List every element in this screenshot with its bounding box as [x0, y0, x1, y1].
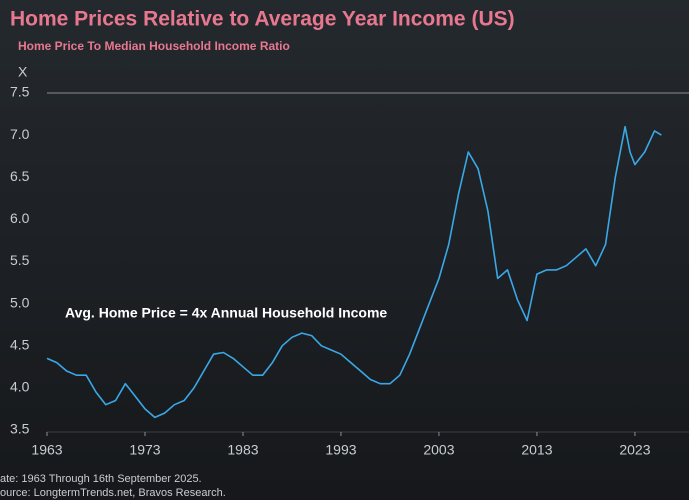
footer: ate: 1963 Through 16th September 2025. — [0, 473, 202, 485]
x-tick-label: 1993 — [325, 442, 356, 458]
x-tick-label: 1963 — [31, 442, 62, 458]
y-tick-label: 4.0 — [10, 379, 30, 395]
x-tick-label: 2023 — [619, 442, 650, 458]
x-tick-label: 1983 — [227, 442, 258, 458]
y-tick-label: 4.5 — [10, 336, 30, 352]
chart-subtitle: Home Price To Median Household Income Ra… — [18, 39, 290, 53]
y-tick-label: 7.0 — [10, 126, 30, 142]
footer: ource: LongtermTrends.net, Bravos Resear… — [0, 487, 226, 499]
data-line — [46, 125, 662, 419]
y-unit: X — [18, 64, 28, 80]
y-tick-label: 3.5 — [10, 421, 30, 437]
reference-label: Avg. Home Price = 4x Annual Household In… — [65, 305, 387, 321]
chart-title: Home Prices Relative to Average Year Inc… — [10, 8, 515, 31]
x-tick-label: 1973 — [129, 442, 160, 458]
y-tick-label: 6.0 — [10, 210, 30, 226]
y-tick-label: 5.5 — [10, 252, 30, 268]
x-tick-label: 2003 — [423, 442, 454, 458]
x-tick-label: 2013 — [521, 442, 552, 458]
y-tick-label: 6.5 — [10, 168, 30, 184]
y-tick-label: 7.5 — [10, 84, 30, 100]
y-tick-label: 5.0 — [10, 294, 30, 310]
